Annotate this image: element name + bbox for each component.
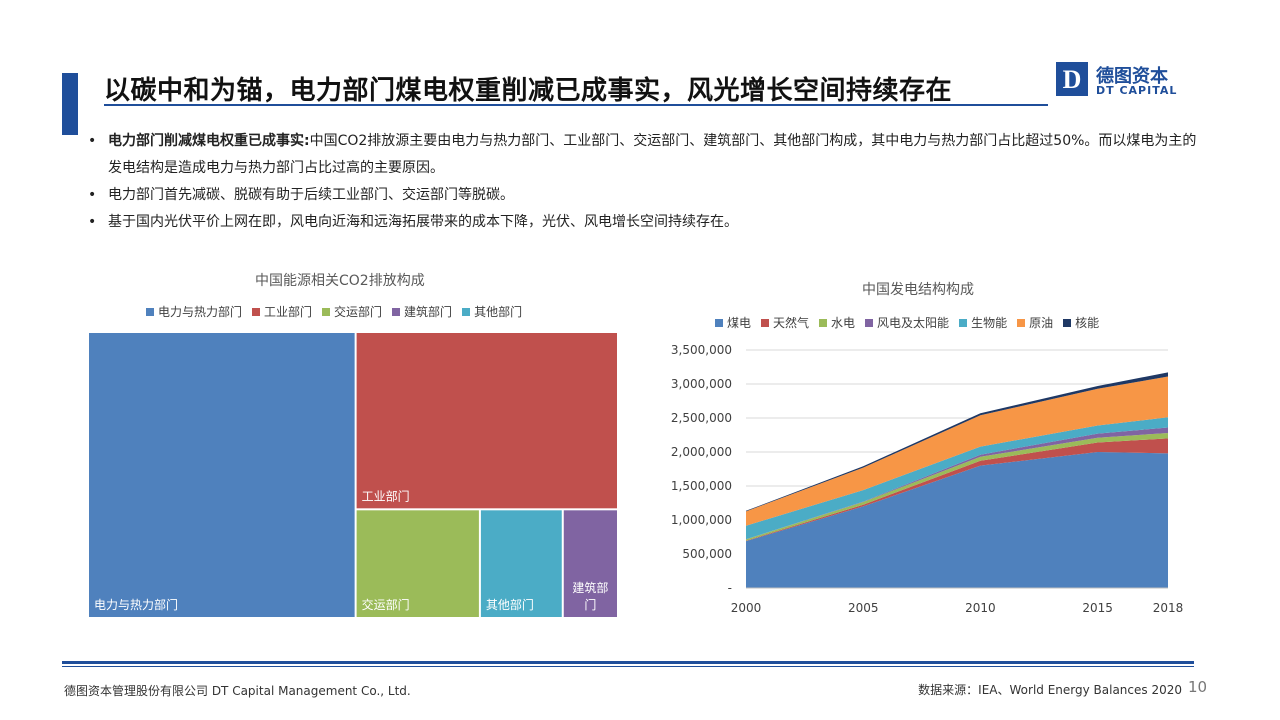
legend-label: 天然气	[773, 316, 810, 330]
legend-swatch	[322, 307, 331, 316]
y-tick-label: 1,000,000	[671, 513, 732, 527]
bullet-item: 电力部门首先减碳、脱碳有助于后续工业部门、交运部门等脱碳。	[88, 182, 1198, 209]
treemap-rect	[563, 510, 617, 617]
treemap-cell: 工业部门	[356, 333, 617, 509]
legend-label: 电力与热力部门	[158, 305, 243, 319]
dt-capital-logo: D 德图资本 DT CAPITAL	[1056, 60, 1186, 100]
treemap-cell: 其他部门	[480, 510, 562, 617]
legend-swatch	[1063, 318, 1072, 327]
legend-label: 建筑部门	[404, 305, 453, 319]
bullet-item: 电力部门削减煤电权重已成事实:中国CO2排放源主要由电力与热力部门、工业部门、交…	[88, 128, 1198, 182]
treemap-legend: 电力与热力部门 工业部门 交运部门 建筑部门 其他部门	[146, 303, 522, 320]
bullet-item: 基于国内光伏平价上网在即，风电向近海和远海拓展带来的成本下降，光伏、风电增长空间…	[88, 209, 1198, 236]
page-number: 10	[1188, 678, 1208, 696]
area-series-原油	[746, 376, 1168, 526]
treemap-cell: 建筑部门	[563, 510, 617, 617]
legend-swatch	[819, 318, 828, 327]
logo-en-text: DT CAPITAL	[1096, 84, 1178, 97]
legend-swatch	[252, 307, 261, 316]
area-series-天然气	[746, 438, 1168, 542]
treemap-cell: 交运部门	[356, 510, 479, 617]
legend-label: 风电及太阳能	[877, 316, 950, 330]
treemap-rect	[356, 510, 479, 617]
area-legend-item: 天然气	[761, 314, 809, 331]
area-series-煤电	[746, 452, 1168, 588]
treemap-legend-item: 其他部门	[462, 303, 522, 320]
bullet-list: 电力部门削减煤电权重已成事实:中国CO2排放源主要由电力与热力部门、工业部门、交…	[88, 128, 1198, 236]
legend-label: 煤电	[727, 316, 752, 330]
x-tick-label: 2005	[848, 601, 879, 615]
bullet-text: 电力部门首先减碳、脱碳有助于后续工业部门、交运部门等脱碳。	[108, 187, 514, 203]
title-underline	[104, 104, 1048, 106]
area-legend-item: 原油	[1017, 314, 1053, 331]
logo-cn-text: 德图资本	[1096, 66, 1168, 87]
bullet-text: 基于国内光伏平价上网在即，风电向近海和远海拓展带来的成本下降，光伏、风电增长空间…	[108, 214, 738, 230]
footer-divider-thin	[62, 666, 1194, 667]
area-chart-legend: 煤电 天然气 水电 风电及太阳能 生物能 原油 核能	[715, 314, 1099, 331]
y-tick-label: 2,500,000	[671, 411, 732, 425]
treemap-label: 建筑部	[572, 580, 608, 595]
dt-logo-icon: D	[1056, 62, 1088, 96]
legend-label: 生物能	[971, 316, 1008, 330]
page-title: 以碳中和为锚，电力部门煤电权重削减已成事实，风光增长空间持续存在	[104, 76, 953, 106]
legend-swatch	[146, 307, 154, 316]
area-chart: - 500,000 1,000,000 1,500,000 2,000,000 2,500…	[671, 343, 1184, 615]
treemap-label: 门	[584, 597, 596, 612]
footer-divider	[62, 661, 1194, 664]
y-tick-label: -	[728, 581, 732, 595]
legend-swatch	[715, 318, 723, 327]
legend-swatch	[761, 318, 770, 327]
treemap-rect	[356, 333, 617, 509]
treemap-rect	[480, 510, 562, 617]
y-tick-label: 500,000	[682, 547, 732, 561]
legend-label: 工业部门	[264, 305, 313, 319]
legend-swatch	[959, 318, 968, 327]
treemap-legend-item: 工业部门	[252, 303, 312, 320]
x-tick-label: 2018	[1153, 601, 1184, 615]
area-legend-item: 煤电	[715, 314, 751, 331]
area-chart-title: 中国发电结构构成	[862, 282, 974, 298]
treemap-rect	[89, 333, 355, 617]
logo-letter: D	[1063, 65, 1082, 94]
treemap-label: 交运部门	[362, 597, 410, 612]
legend-swatch	[392, 307, 401, 316]
bullet-text: 中国CO2排放源主要由电力与热力部门、工业部门、交运部门、建筑部门、其他部门构成…	[108, 133, 1197, 176]
legend-swatch	[462, 307, 471, 316]
footer-company: 德图资本管理股份有限公司 DT Capital Management Co., …	[64, 684, 411, 698]
footer-source: 数据来源：IEA、World Energy Balances 2020	[918, 683, 1182, 697]
treemap-label: 电力与热力部门	[94, 597, 178, 612]
treemap-legend-item: 建筑部门	[392, 303, 452, 320]
treemap-cell: 电力与热力部门	[89, 333, 355, 617]
legend-swatch	[865, 318, 874, 327]
legend-label: 原油	[1029, 316, 1054, 330]
legend-swatch	[1017, 318, 1026, 327]
treemap-legend-item: 交运部门	[322, 303, 382, 320]
area-series-生物能	[746, 417, 1168, 540]
title-accent-bar	[62, 73, 78, 135]
y-tick-label: 3,000,000	[671, 377, 732, 391]
bullet-bold: 电力部门削减煤电权重已成事实:	[108, 133, 310, 149]
legend-label: 交运部门	[334, 305, 383, 319]
y-tick-label: 3,500,000	[671, 343, 732, 357]
y-tick-label: 2,000,000	[671, 445, 732, 459]
area-legend-item: 水电	[819, 314, 855, 331]
legend-label: 核能	[1075, 316, 1100, 330]
treemap-legend-item: 电力与热力部门	[146, 303, 242, 320]
area-legend-item: 风电及太阳能	[865, 314, 949, 331]
treemap-label: 其他部门	[486, 597, 534, 612]
legend-label: 其他部门	[474, 305, 523, 319]
treemap-label: 工业部门	[362, 488, 410, 503]
x-tick-label: 2000	[731, 601, 762, 615]
treemap-title: 中国能源相关CO2排放构成	[255, 273, 425, 289]
legend-label: 水电	[831, 316, 856, 330]
area-legend-item: 核能	[1063, 314, 1099, 331]
area-legend-item: 生物能	[959, 314, 1007, 331]
x-tick-label: 2010	[965, 601, 996, 615]
y-tick-label: 1,500,000	[671, 479, 732, 493]
x-tick-label: 2015	[1082, 601, 1113, 615]
